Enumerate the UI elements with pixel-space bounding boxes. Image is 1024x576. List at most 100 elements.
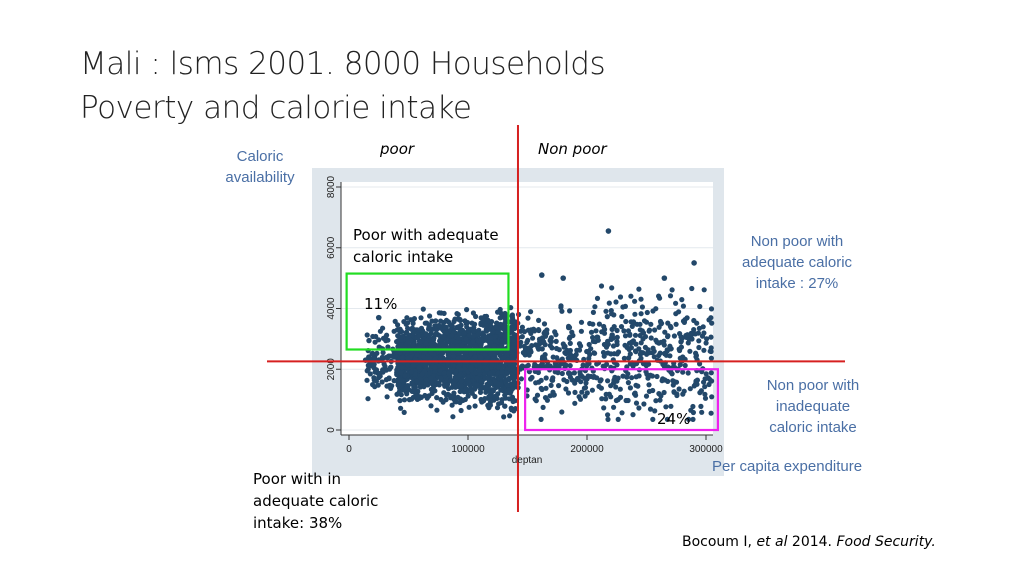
data-point (529, 374, 535, 381)
data-point (479, 378, 485, 384)
data-point (488, 339, 494, 345)
data-point (603, 396, 609, 402)
data-point (620, 373, 626, 379)
data-point (626, 355, 632, 361)
data-point (652, 327, 658, 333)
data-point (426, 393, 432, 399)
data-point (690, 409, 697, 416)
data-point (401, 397, 408, 403)
data-point (433, 327, 440, 333)
data-point (643, 319, 650, 325)
data-point (401, 319, 407, 325)
data-point (456, 335, 462, 341)
data-point (613, 299, 619, 305)
data-point (465, 393, 471, 399)
data-point (615, 416, 621, 422)
data-point (685, 340, 691, 346)
data-point (458, 407, 464, 414)
data-point (633, 400, 640, 406)
data-point (648, 321, 654, 327)
data-point (550, 377, 556, 383)
x-tick-label-100000: 100000 (451, 444, 485, 455)
data-point (411, 316, 417, 322)
data-point (395, 322, 401, 328)
data-point (440, 334, 446, 340)
data-point (567, 308, 573, 314)
data-point (630, 412, 636, 418)
data-point (423, 340, 429, 346)
data-point (686, 416, 692, 422)
data-point (471, 333, 477, 339)
data-point (637, 327, 643, 333)
data-point (697, 303, 703, 310)
data-point (420, 328, 426, 334)
data-point (408, 326, 414, 332)
data-point (376, 344, 382, 350)
data-point (635, 383, 641, 389)
data-point (577, 396, 584, 402)
data-point (365, 396, 371, 402)
data-point (597, 378, 603, 384)
data-point (402, 372, 408, 379)
data-point (625, 380, 632, 386)
data-point (603, 308, 609, 314)
data-point (707, 348, 713, 354)
data-point (623, 318, 629, 325)
data-point (665, 333, 671, 339)
data-point (609, 311, 615, 317)
data-point (468, 351, 474, 357)
data-point (552, 369, 558, 375)
data-point (441, 370, 447, 376)
data-point (594, 361, 600, 367)
data-point (512, 398, 518, 404)
data-point (586, 341, 592, 348)
data-point (622, 333, 629, 339)
data-point (525, 315, 531, 321)
data-point (365, 366, 371, 372)
data-point (701, 347, 707, 353)
data-point (432, 331, 438, 337)
data-point (605, 378, 611, 384)
data-point (372, 355, 378, 361)
data-point (578, 343, 584, 349)
data-point (494, 320, 500, 326)
data-point (601, 405, 607, 411)
poor-inadequate-label-line-2: adequate caloric (253, 492, 379, 510)
data-point (702, 384, 708, 390)
data-point (364, 377, 370, 383)
data-point (436, 323, 442, 329)
data-point (709, 394, 715, 400)
data-point (488, 323, 494, 329)
data-point (510, 374, 517, 381)
data-point (585, 348, 592, 354)
data-point (497, 306, 503, 313)
data-point (406, 397, 412, 403)
nonpoor-adequate-note-line-3: intake : 27% (755, 275, 839, 292)
data-point (380, 325, 386, 331)
data-point (558, 304, 564, 310)
data-point (455, 364, 462, 370)
data-point (458, 378, 465, 384)
data-point (511, 408, 517, 414)
data-point (689, 285, 695, 292)
citation-year: 2014. (787, 534, 837, 550)
data-point (708, 410, 714, 416)
data-point (550, 392, 557, 398)
outlier-point-3 (560, 275, 566, 281)
outlier-point-2 (538, 272, 545, 278)
data-point (598, 283, 605, 289)
data-point (449, 402, 455, 408)
data-point (476, 367, 482, 373)
data-point (483, 313, 490, 319)
outlier-point-5 (375, 314, 382, 321)
data-point (587, 320, 593, 327)
data-point (485, 376, 491, 382)
data-point (428, 350, 434, 356)
data-point (491, 343, 497, 349)
data-point (543, 385, 549, 391)
data-point (582, 385, 589, 391)
data-point (636, 405, 642, 411)
box-poor-adequate (345, 272, 510, 351)
x-tick-label-0: 0 (346, 444, 352, 455)
poor-inadequate-label: Poor with in adequate caloric intake: 38… (253, 468, 378, 534)
